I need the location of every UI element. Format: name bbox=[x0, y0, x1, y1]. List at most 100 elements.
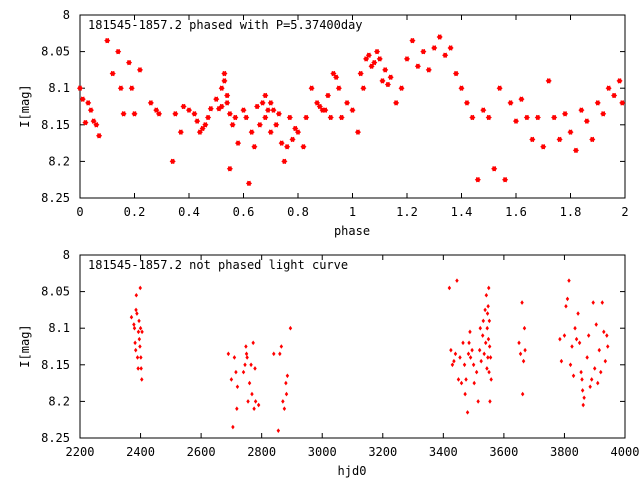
data-point bbox=[562, 333, 567, 338]
data-point bbox=[147, 100, 154, 106]
data-point bbox=[172, 111, 179, 117]
data-point bbox=[573, 325, 577, 331]
data-point bbox=[606, 344, 610, 349]
data-point bbox=[244, 344, 248, 349]
data-point bbox=[594, 100, 601, 106]
data-point bbox=[599, 369, 603, 375]
data-point bbox=[224, 92, 231, 99]
data-point bbox=[603, 358, 608, 364]
data-point bbox=[488, 355, 493, 360]
data-point bbox=[540, 144, 547, 150]
data-point bbox=[483, 307, 487, 313]
data-point bbox=[611, 92, 618, 99]
data-point bbox=[221, 78, 228, 84]
data-point bbox=[303, 114, 310, 121]
x-tick-label: 0.2 bbox=[124, 205, 146, 219]
data-point bbox=[213, 96, 220, 102]
data-point bbox=[517, 340, 521, 346]
data-point bbox=[589, 136, 596, 143]
data-point bbox=[580, 388, 585, 393]
data-point bbox=[449, 347, 453, 353]
data-point bbox=[120, 111, 127, 117]
data-point bbox=[132, 322, 136, 327]
data-point bbox=[226, 166, 233, 172]
data-point bbox=[82, 119, 89, 126]
data-point bbox=[596, 380, 600, 386]
data-point bbox=[567, 278, 571, 283]
data-point bbox=[487, 285, 491, 291]
data-point bbox=[247, 380, 252, 386]
data-point bbox=[254, 103, 261, 110]
unphased-data-points bbox=[129, 278, 610, 433]
data-point bbox=[479, 358, 483, 364]
y-tick-label: 8.15 bbox=[41, 118, 70, 132]
y-tick-label: 8.2 bbox=[48, 154, 70, 168]
data-point bbox=[262, 92, 269, 99]
data-point bbox=[456, 377, 461, 382]
data-point bbox=[229, 377, 234, 382]
data-point bbox=[483, 340, 488, 346]
data-point bbox=[558, 336, 562, 342]
data-point bbox=[486, 336, 491, 342]
data-point bbox=[464, 377, 468, 382]
data-point bbox=[619, 100, 626, 106]
data-point bbox=[502, 177, 509, 183]
data-point bbox=[600, 111, 607, 117]
phased-panel: 181545-1857.2 phased with P=5.37400day p… bbox=[18, 8, 629, 238]
data-point bbox=[93, 122, 100, 128]
data-point bbox=[556, 136, 563, 143]
data-point bbox=[474, 177, 481, 183]
data-point bbox=[485, 325, 489, 331]
data-point bbox=[442, 52, 449, 58]
data-point bbox=[109, 70, 116, 77]
data-point bbox=[252, 406, 256, 412]
data-point bbox=[589, 377, 594, 382]
data-point bbox=[468, 355, 473, 360]
data-point bbox=[96, 133, 103, 139]
data-point bbox=[294, 129, 302, 135]
data-point bbox=[135, 355, 140, 360]
data-point bbox=[232, 114, 239, 121]
data-point bbox=[259, 100, 266, 106]
data-point bbox=[343, 100, 351, 106]
data-point bbox=[481, 318, 486, 324]
x-tick-label: 2 bbox=[621, 205, 628, 219]
data-point bbox=[249, 362, 253, 368]
x-tick-label: 2200 bbox=[66, 445, 95, 459]
data-point bbox=[602, 329, 606, 335]
data-point bbox=[185, 107, 193, 113]
data-point bbox=[180, 103, 187, 110]
data-point bbox=[221, 70, 228, 77]
unphased-chart-title: 181545-1857.2 not phased light curve bbox=[88, 258, 348, 272]
data-point bbox=[338, 114, 345, 121]
data-point bbox=[327, 114, 334, 121]
data-point bbox=[489, 377, 493, 382]
data-point bbox=[382, 67, 389, 73]
data-point bbox=[85, 100, 92, 106]
data-point bbox=[487, 344, 492, 349]
data-point bbox=[365, 52, 372, 58]
data-point bbox=[521, 358, 526, 364]
data-point bbox=[282, 406, 287, 412]
data-point bbox=[104, 37, 111, 44]
data-point bbox=[267, 100, 274, 106]
data-point bbox=[568, 362, 573, 368]
data-point bbox=[333, 74, 340, 80]
data-point bbox=[583, 118, 590, 124]
unphased-plot-frame bbox=[79, 254, 626, 439]
data-point bbox=[373, 48, 381, 55]
x-tick-label: 0 bbox=[76, 205, 83, 219]
data-point bbox=[281, 399, 285, 404]
x-tick-label: 1 bbox=[349, 205, 356, 219]
data-point bbox=[131, 111, 138, 117]
y-tick-label: 8.1 bbox=[48, 81, 70, 95]
data-point bbox=[169, 158, 176, 165]
data-point bbox=[256, 122, 263, 128]
data-point bbox=[256, 402, 261, 408]
data-point bbox=[286, 114, 293, 121]
unphased-axis-ticks: 2200 2400 2600 2800 3000 3200 3400 3600 3800 4000… bbox=[41, 248, 639, 459]
data-point bbox=[218, 85, 225, 91]
data-point bbox=[371, 59, 378, 66]
data-point bbox=[357, 70, 364, 77]
